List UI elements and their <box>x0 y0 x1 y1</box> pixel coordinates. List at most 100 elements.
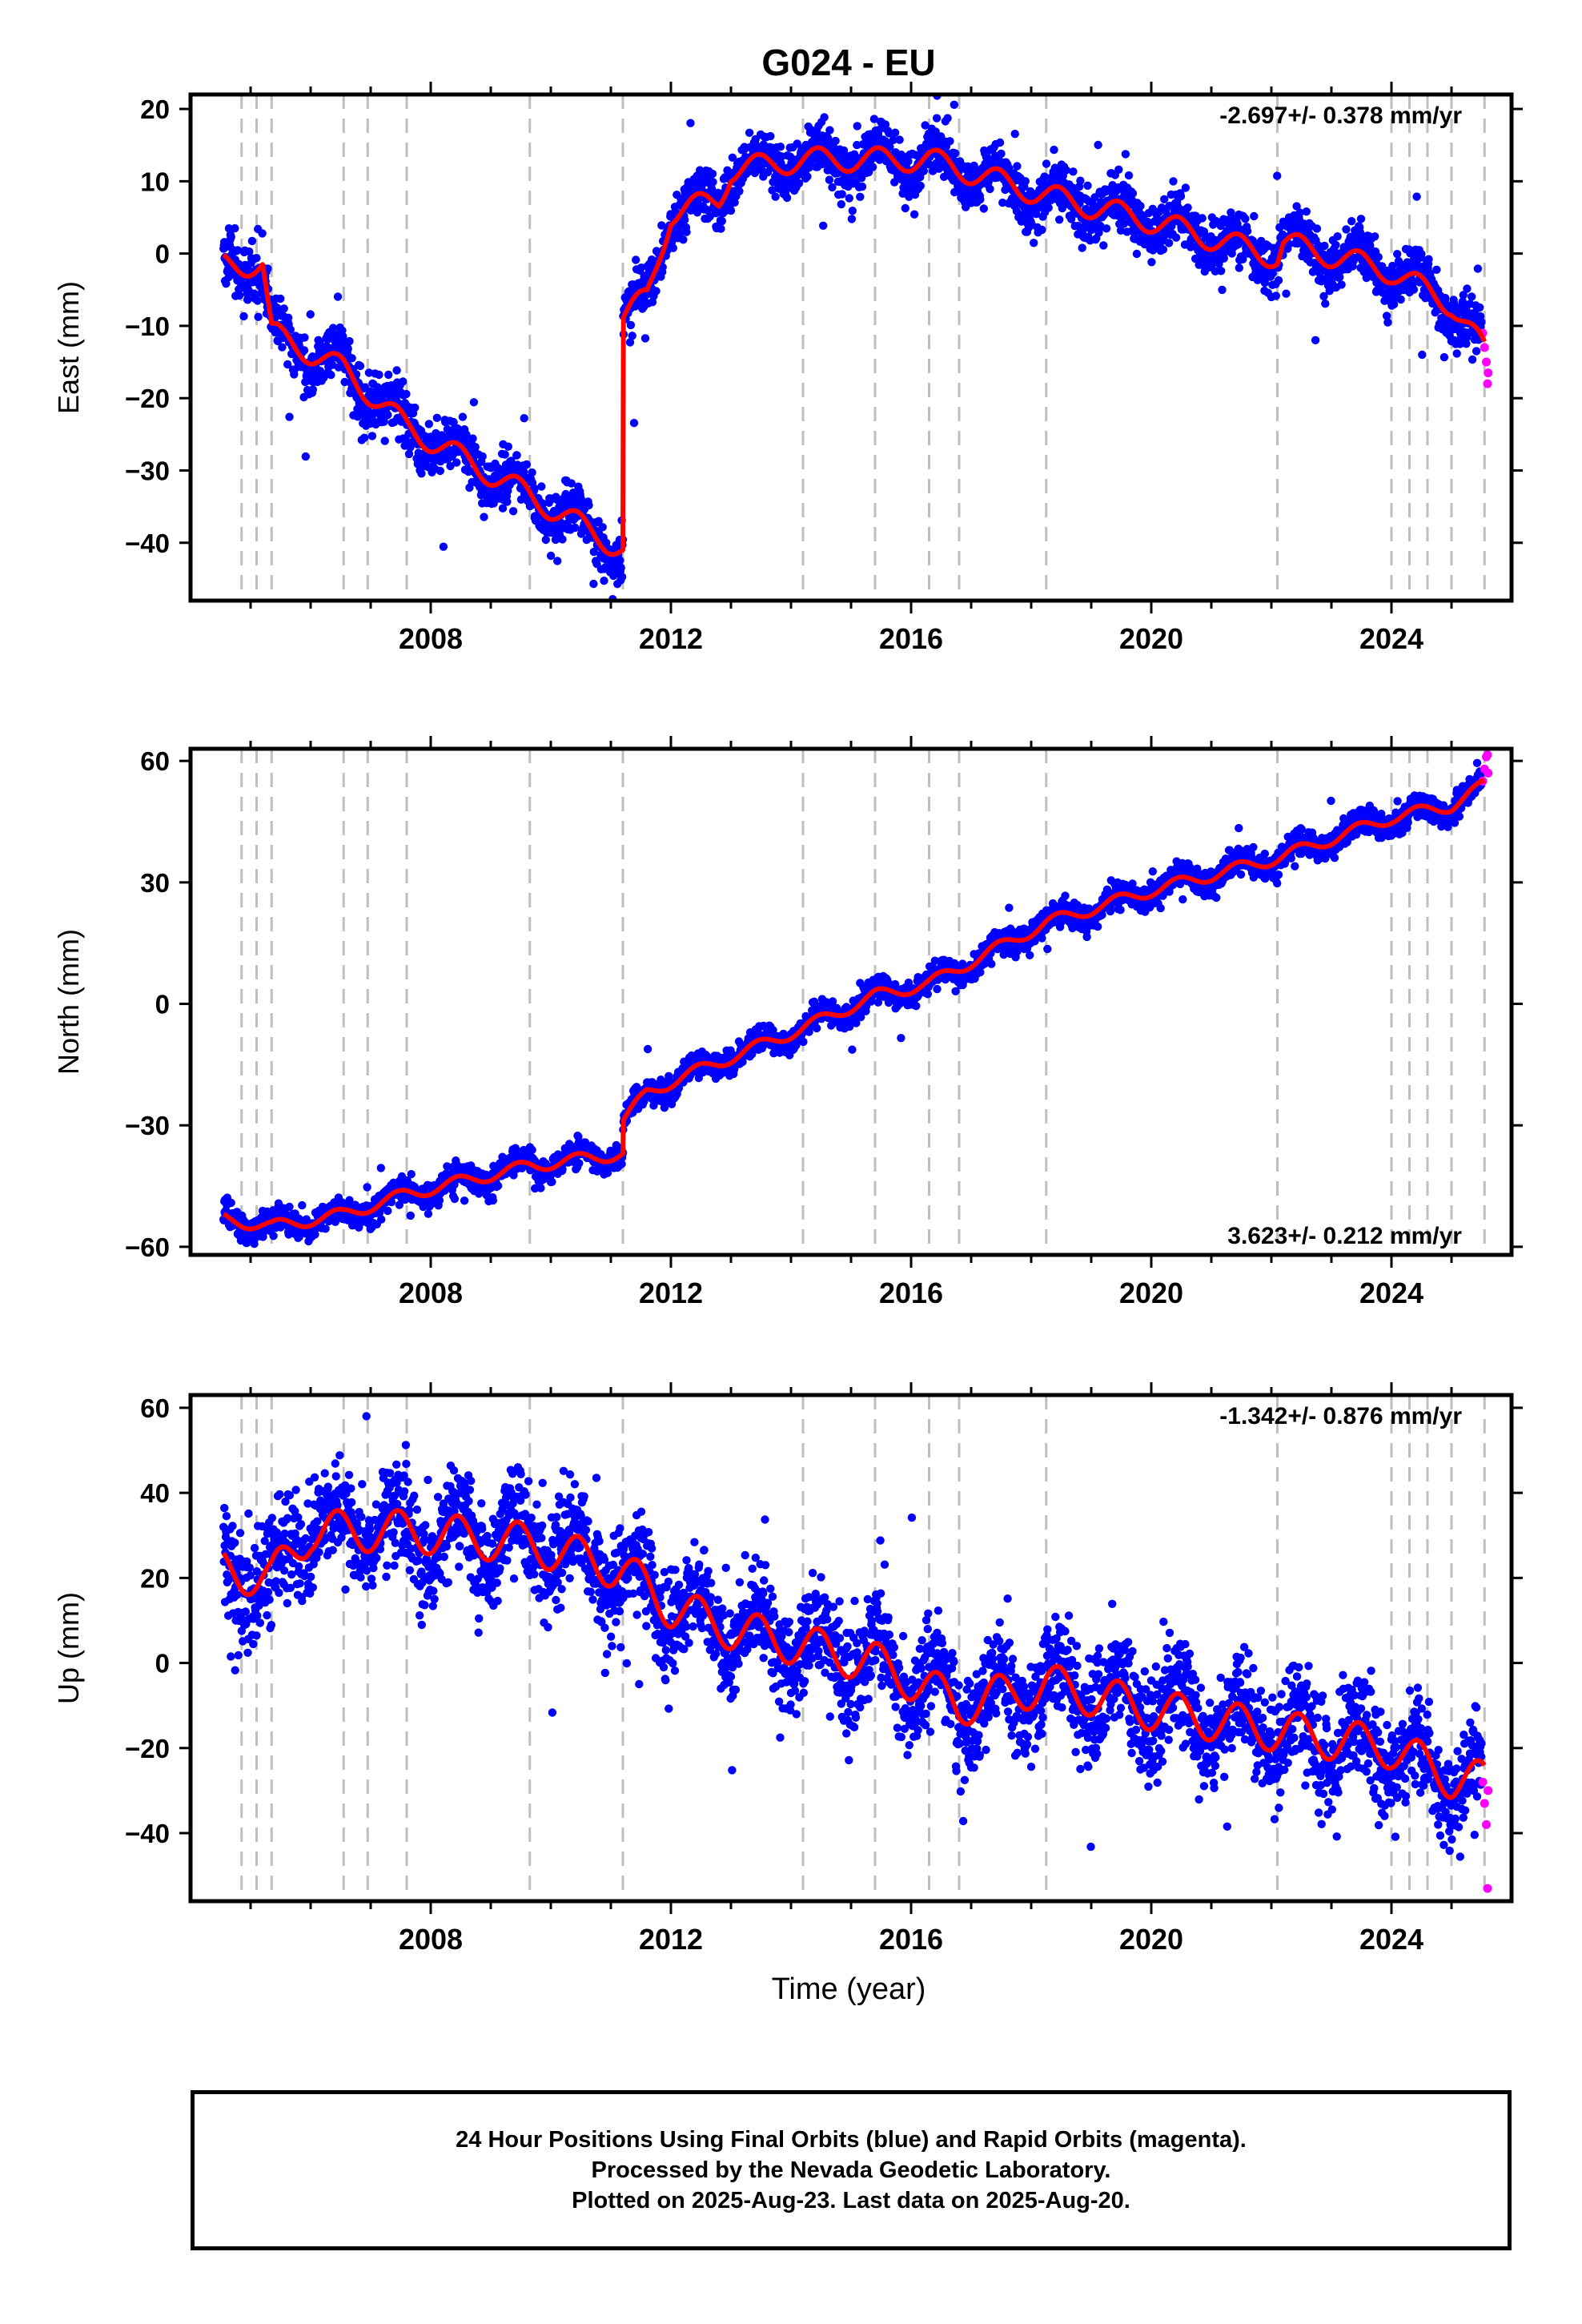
data-point <box>500 450 509 459</box>
data-point <box>1069 167 1078 176</box>
data-point <box>379 417 388 426</box>
data-point <box>1347 217 1356 226</box>
data-point <box>1183 203 1192 212</box>
data-point <box>589 579 598 589</box>
data-point <box>1274 275 1283 285</box>
data-point <box>528 468 536 477</box>
data-point <box>848 207 857 215</box>
data-point <box>528 1145 536 1155</box>
data-point <box>825 126 834 135</box>
data-point <box>1463 284 1472 293</box>
data-point <box>640 334 650 343</box>
data-point <box>837 199 846 209</box>
data-point <box>919 167 929 175</box>
data-point <box>629 419 639 428</box>
data-point <box>1094 140 1102 150</box>
data-point <box>355 361 365 371</box>
data-point <box>1050 145 1058 155</box>
chart-title: G024 - EU <box>761 42 935 83</box>
data-point <box>1393 250 1402 259</box>
data-point <box>1321 300 1330 308</box>
data-point <box>286 325 295 334</box>
data-point <box>717 216 726 226</box>
data-point <box>279 304 288 313</box>
data-point <box>383 1206 392 1216</box>
data-point <box>376 1164 385 1172</box>
data-point <box>402 389 411 399</box>
data-point <box>1235 263 1244 272</box>
x-tick-label-east: 2024 <box>1359 622 1423 655</box>
data-point <box>932 114 942 123</box>
y-axis-label-east: East (mm) <box>52 281 85 414</box>
data-point <box>1320 241 1329 251</box>
y-tick-label-east: −20 <box>125 384 170 413</box>
data-point <box>1312 224 1322 233</box>
data-point <box>471 443 480 452</box>
data-point <box>321 1224 330 1233</box>
data-point <box>424 1209 433 1218</box>
data-point <box>285 1202 294 1212</box>
data-point <box>643 1044 652 1054</box>
data-point <box>868 163 877 171</box>
data-point <box>1282 289 1291 298</box>
data-point <box>853 122 861 131</box>
data-point <box>1013 162 1022 171</box>
data-point <box>504 442 512 451</box>
data-point <box>1250 211 1259 221</box>
data-point <box>452 458 461 467</box>
data-point <box>1371 232 1379 241</box>
data-point <box>498 504 508 513</box>
data-point <box>1042 159 1051 168</box>
data-point <box>717 224 725 233</box>
data-point <box>600 577 608 585</box>
data-point <box>512 451 521 460</box>
data-point <box>709 178 717 187</box>
data-point <box>327 371 335 380</box>
data-point <box>462 430 471 439</box>
data-point <box>553 557 562 565</box>
y-tick-label-east: −10 <box>125 312 170 341</box>
data-point <box>222 279 231 288</box>
rapid-point-east-1 <box>1480 343 1489 352</box>
data-point <box>1473 264 1483 273</box>
data-point <box>367 432 377 440</box>
data-point <box>1083 181 1092 190</box>
data-point <box>1128 189 1138 198</box>
data-point <box>536 1184 545 1192</box>
data-point <box>745 128 754 137</box>
data-point <box>1472 347 1481 356</box>
data-point <box>1114 165 1123 174</box>
data-point <box>285 412 294 421</box>
data-point <box>1169 177 1178 186</box>
data-point <box>818 221 828 230</box>
data-point <box>298 1200 307 1210</box>
data-point <box>1374 252 1383 262</box>
data-point <box>1417 250 1426 259</box>
data-point <box>1477 317 1486 327</box>
data-point <box>1132 249 1142 259</box>
data-point <box>1418 350 1427 360</box>
data-point <box>235 291 244 300</box>
data-point <box>820 113 829 122</box>
data-point <box>1176 191 1186 201</box>
data-point <box>328 324 338 332</box>
data-point <box>359 433 369 442</box>
data-point <box>986 184 994 194</box>
x-tick-label-east: 2016 <box>879 622 943 655</box>
data-point <box>283 313 293 322</box>
data-point <box>771 192 780 201</box>
data-point <box>628 332 636 340</box>
data-point <box>1160 195 1169 203</box>
data-point <box>598 523 607 532</box>
data-point <box>1331 240 1340 250</box>
data-point <box>679 235 688 244</box>
data-point <box>726 206 736 215</box>
data-point <box>735 187 744 195</box>
data-point <box>508 507 518 516</box>
data-point <box>901 203 910 213</box>
data-point <box>1383 318 1392 327</box>
data-point <box>392 366 401 375</box>
data-point <box>308 385 317 394</box>
